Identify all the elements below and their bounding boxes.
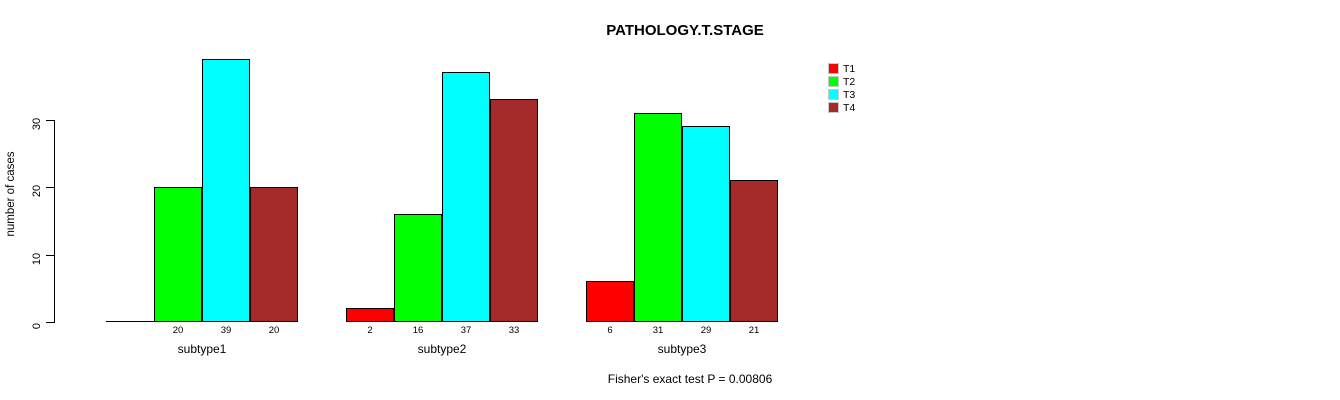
bar-t1-subtype3 [586, 281, 634, 322]
bar-count-label: 29 [700, 325, 712, 336]
bar-t4-subtype1 [250, 187, 298, 322]
bar-count-label: 20 [172, 325, 184, 336]
bar-t2-subtype2 [394, 214, 442, 322]
legend-label-t4: T4 [843, 101, 856, 114]
bar-t3-subtype2 [442, 72, 490, 322]
legend-label-t1: T1 [843, 62, 856, 75]
legend-item-t3: T3 [828, 88, 855, 101]
bar-count-label: 31 [652, 325, 664, 336]
y-axis-line [54, 120, 55, 323]
stat-note: Fisher's exact test P = 0.00806 [607, 372, 773, 386]
category-label-subtype3: subtype3 [657, 342, 707, 356]
category-label-subtype1: subtype1 [177, 342, 227, 356]
legend-swatch-t4 [828, 102, 839, 113]
bar-count-label: 20 [268, 325, 280, 336]
category-label-subtype2: subtype2 [417, 342, 467, 356]
legend-swatch-t2 [828, 76, 839, 87]
bar-count-label: 16 [412, 325, 424, 336]
bar-count-label: 6 [607, 325, 613, 336]
bar-count-label: 2 [367, 325, 373, 336]
legend-swatch-t1 [828, 63, 839, 74]
bar-t1-subtype1-zero [106, 321, 154, 322]
y-axis-tick [46, 322, 54, 323]
chart-title: PATHOLOGY.T.STAGE [606, 22, 764, 39]
bar-t4-subtype2 [490, 99, 538, 322]
bar-count-label: 33 [508, 325, 520, 336]
bar-t2-subtype3 [634, 113, 682, 322]
bar-t3-subtype3 [682, 126, 730, 322]
y-axis-tick [46, 120, 54, 121]
y-axis-title-text: number of cases [5, 151, 17, 237]
bar-t4-subtype3 [730, 180, 778, 322]
y-axis-tick-label-text: 20 [31, 184, 43, 198]
bar-count-label: 21 [748, 325, 760, 336]
legend-label-t2: T2 [843, 75, 856, 88]
bar-count-label: 39 [220, 325, 232, 336]
legend-swatch-t3 [828, 89, 839, 100]
bar-count-label: 37 [460, 325, 472, 336]
y-axis-tick-label-text: 0 [31, 322, 43, 330]
bar-t3-subtype1 [202, 59, 250, 322]
bar-t2-subtype1 [154, 187, 202, 322]
y-axis-tick [46, 255, 54, 256]
y-axis-tick-label-text: 10 [31, 252, 43, 266]
bar-t1-subtype2 [346, 308, 394, 322]
y-axis-tick-label-text: 30 [31, 117, 43, 131]
legend: T1 T2 T3 T4 [828, 62, 855, 114]
legend-item-t4: T4 [828, 101, 855, 114]
legend-item-t2: T2 [828, 75, 855, 88]
legend-item-t1: T1 [828, 62, 855, 75]
legend-label-t3: T3 [843, 88, 856, 101]
y-axis-tick [46, 187, 54, 188]
